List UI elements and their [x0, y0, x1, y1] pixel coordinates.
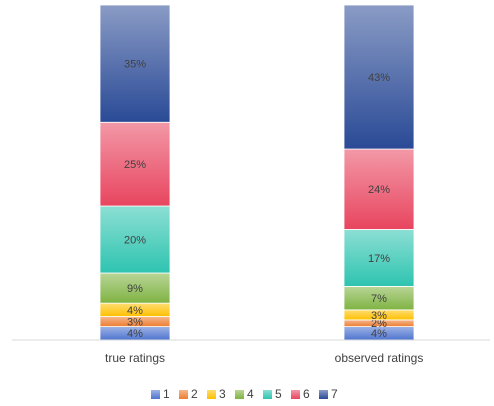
legend-swatch — [151, 390, 160, 399]
data-label: 3% — [371, 310, 387, 322]
bar-segment — [343, 229, 415, 287]
legend-label: 3 — [219, 387, 226, 401]
legend-label: 5 — [275, 387, 282, 401]
data-label: 35% — [124, 59, 146, 71]
legend-swatch — [319, 390, 328, 399]
legend-label: 6 — [303, 387, 310, 401]
data-label: 4% — [127, 305, 143, 317]
legend-swatch — [207, 390, 216, 399]
data-label: 24% — [368, 184, 390, 196]
bar-segment — [99, 121, 171, 207]
data-label: 3% — [127, 316, 143, 328]
bar-segment — [99, 205, 171, 274]
data-label: 25% — [124, 159, 146, 171]
data-label: 17% — [368, 253, 390, 265]
data-label: 4% — [127, 328, 143, 340]
legend-label: 4 — [247, 387, 254, 401]
legend-label: 7 — [331, 387, 338, 401]
data-label: 43% — [368, 72, 390, 84]
bar-segment — [343, 148, 415, 230]
bar-segment — [343, 4, 415, 150]
data-label: 7% — [371, 293, 387, 305]
legend-swatch — [263, 390, 272, 399]
x-tick-label: true ratings — [105, 351, 165, 365]
legend-label: 1 — [163, 387, 170, 401]
data-label: 2% — [371, 318, 387, 330]
bar-segment — [99, 272, 171, 304]
bar-segment — [99, 4, 171, 123]
data-label: 20% — [124, 234, 146, 246]
x-tick-label: observed ratings — [335, 351, 424, 365]
legend-swatch — [291, 390, 300, 399]
legend-swatch — [235, 390, 244, 399]
legend-label: 2 — [191, 387, 198, 401]
data-label: 4% — [371, 328, 387, 340]
legend-swatch — [179, 390, 188, 399]
data-label: 9% — [127, 283, 143, 295]
